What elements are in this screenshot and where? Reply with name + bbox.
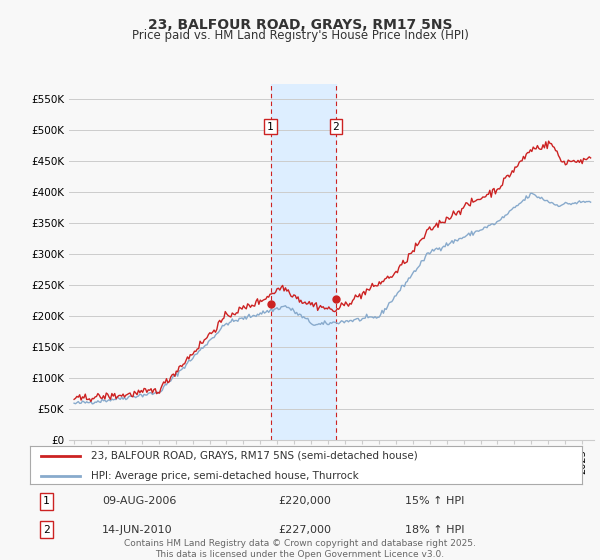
Text: Contains HM Land Registry data © Crown copyright and database right 2025.
This d: Contains HM Land Registry data © Crown c… [124,539,476,559]
Text: £227,000: £227,000 [278,525,331,535]
Text: 15% ↑ HPI: 15% ↑ HPI [406,496,465,506]
Text: 14-JUN-2010: 14-JUN-2010 [102,525,172,535]
Text: 23, BALFOUR ROAD, GRAYS, RM17 5NS (semi-detached house): 23, BALFOUR ROAD, GRAYS, RM17 5NS (semi-… [91,451,418,461]
Text: 2: 2 [332,122,339,132]
Text: 1: 1 [267,122,274,132]
Text: 1: 1 [43,496,50,506]
Text: Price paid vs. HM Land Registry's House Price Index (HPI): Price paid vs. HM Land Registry's House … [131,29,469,42]
Bar [271,84,336,440]
Text: 09-AUG-2006: 09-AUG-2006 [102,496,176,506]
Text: £220,000: £220,000 [278,496,331,506]
Text: 18% ↑ HPI: 18% ↑ HPI [406,525,465,535]
Text: 2: 2 [43,525,50,535]
Text: 23, BALFOUR ROAD, GRAYS, RM17 5NS: 23, BALFOUR ROAD, GRAYS, RM17 5NS [148,18,452,32]
Text: HPI: Average price, semi-detached house, Thurrock: HPI: Average price, semi-detached house,… [91,471,358,481]
